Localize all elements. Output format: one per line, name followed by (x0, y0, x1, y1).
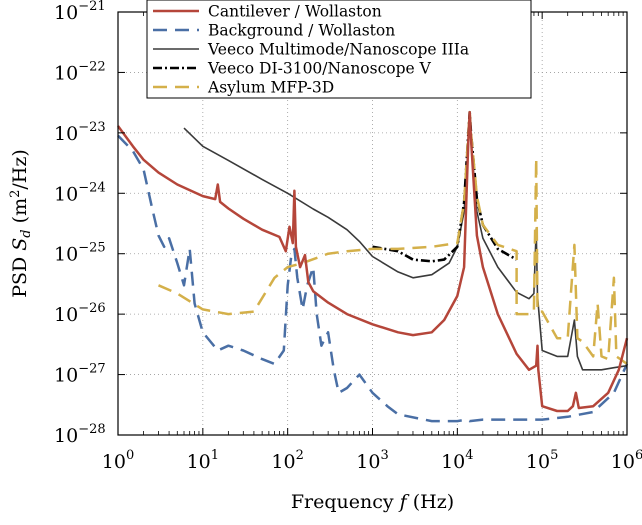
x-tick-base: 10 (356, 451, 380, 473)
y-tick-base: 10 (54, 123, 78, 145)
y-tick-exponent: −27 (78, 362, 105, 377)
y-axis-title-part: PSD (9, 251, 31, 298)
y-tick-label: 10−22 (54, 59, 106, 84)
x-tick-base: 10 (441, 451, 465, 473)
x-tick-exponent: 4 (465, 448, 473, 463)
legend-label: Background / Wollaston (208, 22, 395, 40)
x-tick-label: 105 (526, 448, 558, 473)
x-tick-label: 101 (187, 448, 219, 473)
legend-label: Veeco DI-3100/Nanoscope V (207, 60, 432, 78)
legend-label: Asylum MFP-3D (207, 79, 334, 97)
y-axis-title-symbol: S (9, 238, 31, 251)
y-tick-label: 10−24 (54, 180, 106, 205)
x-axis-title-part: Frequency (291, 491, 400, 513)
y-tick-label: 10−27 (54, 362, 106, 387)
y-tick-exponent: −24 (78, 180, 105, 195)
y-axis-title: PSD Sd (m2/Hz) (8, 149, 34, 298)
series-line (372, 110, 518, 263)
y-tick-label: 10−21 (54, 0, 106, 24)
x-tick-label: 103 (356, 448, 388, 473)
y-tick-exponent: −23 (78, 120, 105, 135)
y-tick-base: 10 (54, 183, 78, 205)
series-line (158, 110, 628, 365)
x-tick-exponent: 1 (211, 448, 219, 463)
legend-label: Cantilever / Wollaston (208, 3, 382, 21)
x-tick-exponent: 2 (296, 448, 304, 463)
y-tick-label: 10−23 (54, 120, 106, 145)
y-tick-base: 10 (54, 425, 78, 447)
x-tick-base: 10 (526, 451, 550, 473)
series-line (117, 134, 629, 423)
series-line (183, 111, 628, 371)
x-tick-exponent: 0 (126, 448, 134, 463)
y-tick-exponent: −21 (78, 0, 105, 14)
y-tick-exponent: −26 (78, 301, 105, 316)
x-tick-exponent: 3 (380, 448, 388, 463)
y-tick-base: 10 (54, 365, 78, 387)
y-tick-base: 10 (54, 304, 78, 326)
y-axis-title-subscript: d (19, 229, 34, 237)
y-tick-exponent: −22 (78, 59, 105, 74)
y-tick-exponent: −25 (78, 241, 105, 256)
y-axis-title-superscript: 2 (8, 190, 23, 198)
x-axis-title-symbol: f (398, 491, 410, 513)
x-tick-label: 100 (102, 448, 134, 473)
y-tick-base: 10 (54, 62, 78, 84)
legend-label: Veeco Multimode/Nanoscope IIIa (207, 41, 469, 59)
x-tick-label: 102 (271, 448, 303, 473)
x-tick-base: 10 (187, 451, 211, 473)
y-tick-label: 10−25 (54, 241, 106, 266)
x-axis-title-unit: (Hz) (407, 491, 454, 513)
x-axis-title: Frequency f (Hz) (291, 491, 454, 513)
x-tick-label: 106 (611, 448, 642, 473)
series-line (116, 110, 629, 413)
y-tick-label: 10−28 (54, 422, 106, 447)
x-tick-exponent: 6 (635, 448, 642, 463)
legend-box (146, 0, 532, 99)
series-layer (116, 110, 629, 423)
y-tick-base: 10 (54, 244, 78, 266)
y-axis-title-unit-close: /Hz) (9, 149, 31, 189)
x-tick-base: 10 (611, 451, 635, 473)
y-axis-title-unit-open: (m (9, 198, 31, 229)
x-tick-label: 104 (441, 448, 473, 473)
x-tick-exponent: 5 (550, 448, 558, 463)
x-tick-base: 10 (271, 451, 295, 473)
x-tick-labels: 100 101 102 103 104 105 106 (102, 448, 642, 473)
x-tick-base: 10 (102, 451, 126, 473)
y-tick-exponent: −28 (78, 422, 105, 437)
y-tick-base: 10 (54, 2, 78, 24)
y-tick-label: 10−26 (54, 301, 106, 326)
